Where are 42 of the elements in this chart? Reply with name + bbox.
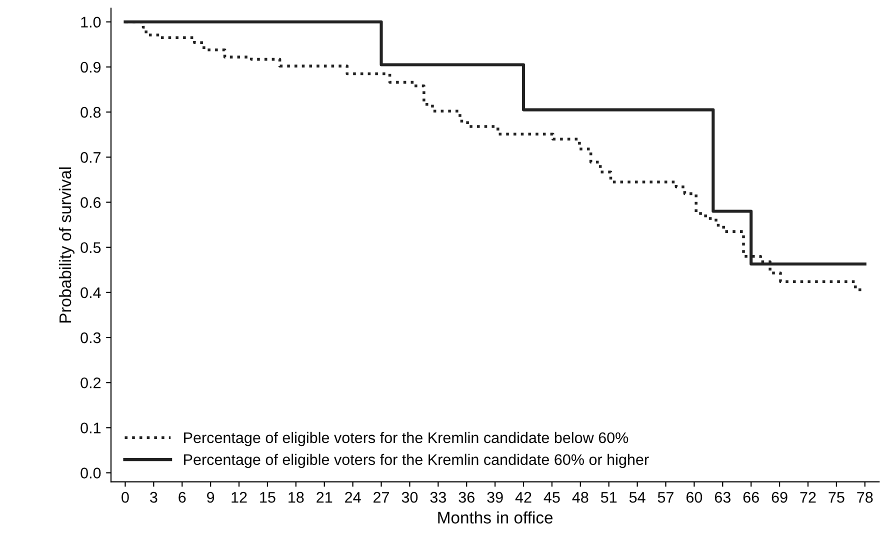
x-tick-label: 42	[515, 492, 532, 503]
x-tick-label: 24	[345, 492, 361, 503]
x-tick-label: 12	[232, 492, 247, 503]
y-tick-label: 0.7	[80, 152, 101, 163]
legend-label: Percentage of eligible voters for the Kremlin candidate below 60%	[184, 432, 628, 446]
x-tick-label: 18	[288, 492, 304, 503]
x-tick-label: 15	[260, 492, 276, 503]
x-tick-label: 57	[658, 492, 674, 503]
x-tick-label: 54	[629, 492, 646, 503]
x-tick-label: 36	[458, 492, 474, 503]
x-tick-label: 78	[857, 492, 873, 503]
y-tick-label: 0.0	[80, 468, 101, 478]
x-tick-label: 3	[150, 492, 158, 503]
y-tick-label: 0.5	[80, 242, 101, 254]
y-tick-label: 0.8	[80, 106, 101, 118]
x-tick-label: 45	[544, 492, 560, 503]
x-tick-label: 60	[686, 492, 702, 503]
y-tick-label: 0.4	[80, 287, 101, 298]
x-tick-label: 48	[572, 492, 588, 503]
x-tick-label: 9	[207, 492, 214, 503]
x-tick-label: 0	[122, 492, 129, 503]
x-tick-label: 69	[772, 492, 788, 503]
y-tick-label: 0.9	[80, 62, 101, 73]
x-tick-label: 21	[316, 492, 332, 503]
x-tick-label: 51	[600, 492, 617, 503]
x-tick-label: 30	[402, 492, 418, 503]
x-tick-label: 75	[828, 492, 844, 503]
y-tick-label: 0.3	[80, 332, 101, 344]
x-tick-label: 27	[374, 492, 389, 503]
x-tick-label: 63	[714, 492, 730, 503]
legend-label: Percentage of eligible voters for the Kremlin candidate 60% or higher	[184, 454, 649, 468]
x-axis-title: Months in office	[438, 511, 553, 524]
y-tick-label: 1.0	[81, 16, 101, 28]
y-tick-label: 0.2	[80, 377, 101, 388]
y-axis-title: Probability of survival	[58, 167, 74, 322]
y-tick-label: 0.1	[80, 422, 101, 434]
x-tick-label: 72	[800, 492, 816, 503]
x-tick-label: 33	[430, 492, 446, 503]
x-tick-label: 39	[487, 492, 503, 503]
y-tick-label: 0.6	[80, 197, 101, 208]
x-tick-label: 6	[178, 492, 186, 503]
x-tick-label: 66	[743, 492, 759, 503]
